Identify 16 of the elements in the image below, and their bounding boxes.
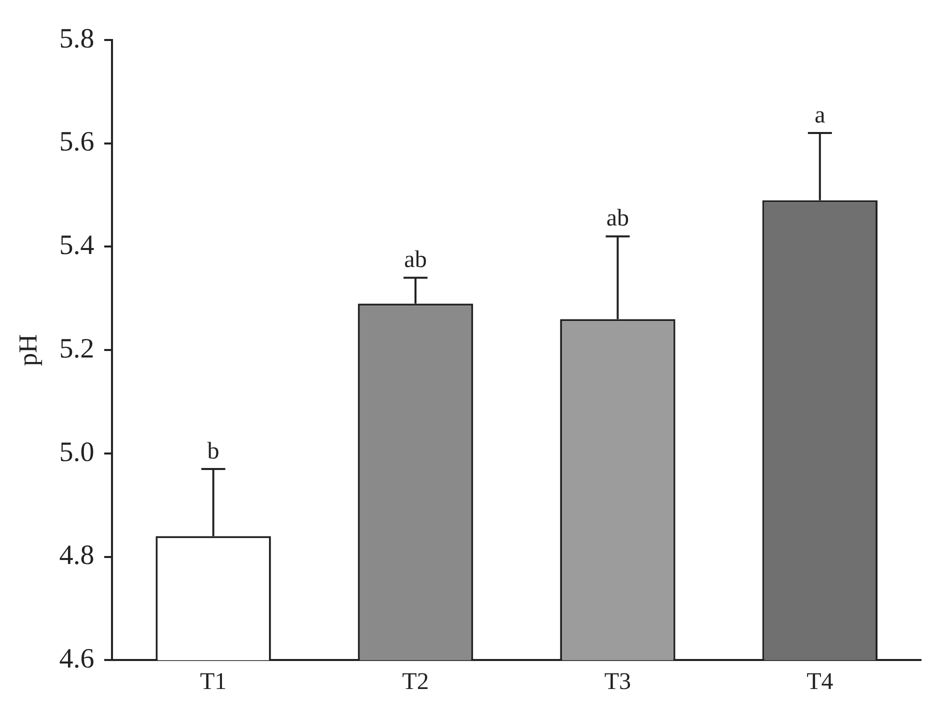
annotation: ab [404, 247, 427, 274]
annotation: ab [606, 206, 630, 232]
y-tick-label: 4.6 [59, 644, 94, 675]
y-tick-label: 5.4 [59, 230, 94, 262]
y-axis-title: pH [13, 334, 42, 366]
y-tick-label: 4.8 [59, 540, 94, 572]
y-tick-label: 5.0 [59, 436, 94, 468]
x-tick-label: T4 [806, 668, 834, 695]
x-tick-label: T1 [200, 668, 227, 695]
y-tick-label: 5.8 [59, 23, 94, 54]
x-tick-label: T2 [402, 668, 429, 695]
annotation: a [814, 102, 826, 128]
y-tick-label: 5.6 [59, 126, 94, 158]
annotation: b [207, 438, 220, 464]
y-tick-label: 5.2 [59, 333, 94, 364]
x-tick-label: T3 [604, 668, 632, 695]
